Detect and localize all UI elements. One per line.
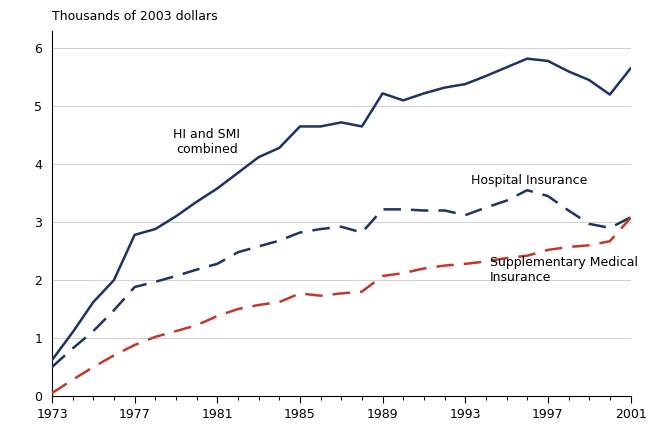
Text: Thousands of 2003 dollars: Thousands of 2003 dollars	[52, 11, 218, 23]
Text: Supplementary Medical
Insurance: Supplementary Medical Insurance	[490, 256, 638, 284]
Text: HI and SMI
combined: HI and SMI combined	[174, 128, 240, 156]
Text: Hospital Insurance: Hospital Insurance	[471, 174, 588, 187]
